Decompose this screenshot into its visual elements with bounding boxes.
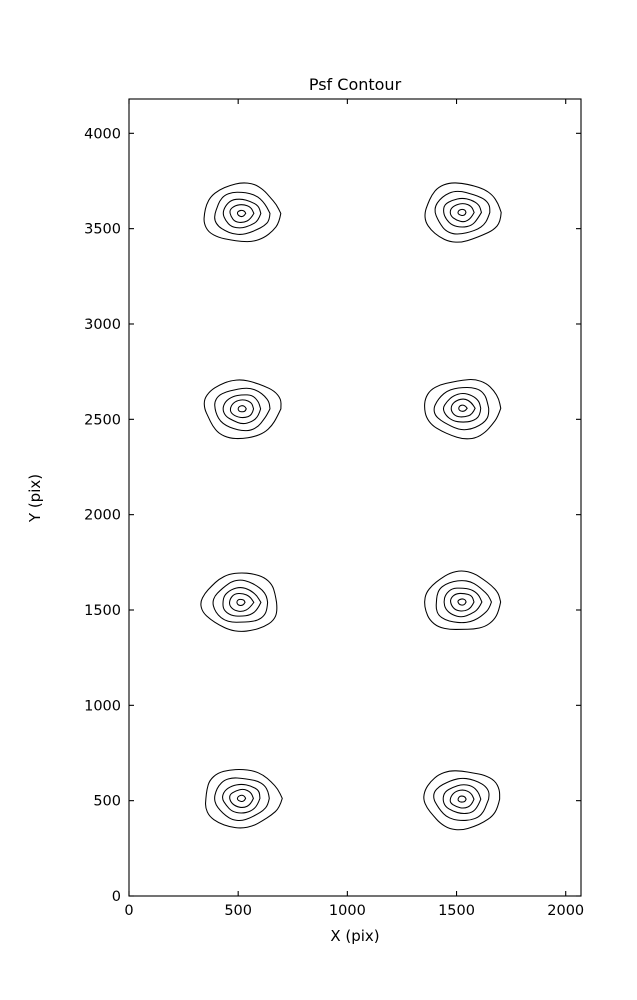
y-tick-label: 1000: [84, 698, 121, 714]
contour-level-4: [237, 405, 247, 413]
contour-level-4: [457, 795, 467, 803]
contour-level-3: [450, 592, 475, 612]
contour-level-0: [424, 182, 502, 243]
contour-level-1: [212, 579, 269, 623]
y-tick-label: 0: [112, 889, 121, 905]
contour-level-1: [214, 191, 271, 235]
x-tick-label: 2000: [547, 903, 584, 919]
psf-blob: [423, 770, 501, 831]
contour-level-2: [222, 587, 262, 617]
x-tick-label: 500: [224, 903, 252, 919]
contour-level-2: [442, 784, 482, 814]
contour-level-3: [229, 788, 254, 808]
psf-blob: [200, 572, 278, 632]
contour-level-3: [449, 203, 475, 223]
tick-layer: 0 500 1000 1500 2000 0 500 1000 1500 2000 2500 3000…: [84, 99, 584, 919]
contour-level-0: [203, 379, 282, 440]
psf-blob: [424, 379, 502, 440]
psf-blob: [203, 182, 282, 243]
contour-level-3: [449, 789, 475, 809]
contour-level-2: [443, 587, 483, 618]
contour-level-4: [236, 794, 247, 802]
contour-level-4: [236, 209, 247, 218]
contour-layer: [200, 182, 502, 831]
page-title: Psf Contour: [309, 75, 402, 94]
contour-level-0: [200, 572, 278, 632]
psf-blob: [424, 570, 502, 630]
contour-level-3: [229, 399, 255, 419]
axes-area: [128, 98, 582, 897]
contour-level-3: [450, 398, 476, 418]
contour-level-1: [434, 190, 491, 235]
contour-level-4: [458, 404, 468, 412]
contour-level-1: [435, 580, 493, 624]
x-axis-label: X (pix): [330, 927, 379, 945]
contour-level-1: [433, 386, 490, 431]
contour-level-2: [222, 394, 262, 425]
contour-level-3: [229, 204, 255, 223]
contour-level-2: [442, 392, 482, 423]
y-tick-label: 2000: [84, 508, 121, 524]
y-tick-label: 2500: [84, 412, 121, 428]
y-tick-label: 3000: [84, 317, 121, 333]
contour-level-1: [214, 387, 271, 432]
contour-level-4: [457, 208, 467, 217]
contour-level-2: [222, 198, 262, 229]
contour-level-4: [457, 598, 467, 606]
psf-blob: [424, 182, 502, 243]
contour-level-0: [424, 379, 502, 440]
psf-blob: [203, 379, 282, 440]
y-tick-label: 500: [93, 794, 121, 810]
x-tick-label: 1000: [329, 903, 366, 919]
y-tick-label: 1500: [84, 603, 121, 619]
y-tick-label: 3500: [84, 222, 121, 238]
contour-level-2: [443, 197, 483, 228]
contour-level-4: [236, 598, 246, 606]
contour-level-0: [423, 770, 501, 831]
y-axis-label: Y (pix): [26, 474, 44, 523]
x-tick-label: 0: [124, 903, 133, 919]
contour-level-0: [424, 570, 502, 630]
contour-level-2: [222, 783, 261, 814]
contour-level-1: [214, 777, 270, 822]
contour-level-1: [433, 777, 490, 821]
contour-level-0: [203, 182, 282, 243]
psf-blob: [205, 768, 283, 829]
contour-level-0: [205, 768, 283, 829]
x-tick-label: 1500: [438, 903, 475, 919]
y-tick-label: 4000: [84, 126, 121, 142]
axes-frame: [128, 98, 582, 897]
contour-level-3: [228, 592, 255, 612]
